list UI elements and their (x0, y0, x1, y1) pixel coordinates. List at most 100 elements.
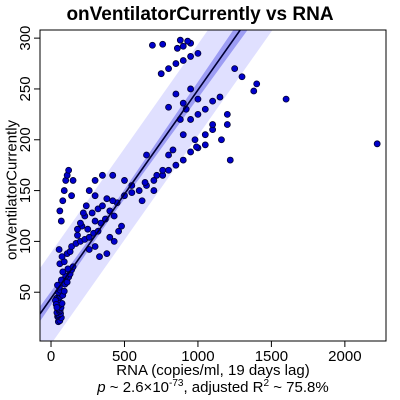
data-point (194, 95, 202, 103)
data-point (82, 202, 90, 210)
data-point (99, 171, 106, 179)
data-point (201, 131, 209, 139)
data-point (172, 90, 180, 98)
data-point (187, 53, 194, 60)
data-point (165, 103, 172, 111)
data-point (223, 110, 231, 118)
y-tick-label: 50 (17, 284, 34, 301)
data-point (193, 143, 200, 151)
data-point (238, 73, 246, 81)
y-tick-label: 150 (17, 178, 34, 203)
data-point (187, 85, 194, 93)
data-point (88, 209, 96, 217)
data-point (216, 93, 224, 101)
data-point (121, 177, 128, 184)
data-point (194, 49, 202, 57)
data-point (150, 187, 158, 194)
p-exponent: -73 (169, 378, 184, 389)
data-point (53, 304, 61, 311)
data-point (172, 60, 180, 67)
data-point (59, 197, 67, 205)
data-point (179, 156, 187, 164)
r2-value: ~ 75.8% (269, 379, 329, 396)
data-point (60, 187, 68, 194)
data-point (109, 197, 117, 205)
data-point (201, 141, 209, 149)
data-point (179, 42, 187, 50)
data-point (165, 166, 172, 174)
data-point (79, 209, 87, 217)
data-point (60, 287, 68, 295)
data-point (68, 192, 75, 200)
data-point (65, 166, 73, 174)
r2-power: 2 (263, 378, 270, 389)
y-axis: 50 100 150 200 250 300 (17, 26, 40, 301)
data-point (84, 225, 92, 233)
regression-line (40, 30, 242, 315)
data-point (103, 195, 111, 203)
data-point (194, 110, 202, 118)
prediction-band (40, 30, 273, 341)
data-point (187, 148, 194, 156)
data-point (91, 243, 99, 250)
data-point (91, 217, 99, 225)
y-tick-label: 200 (17, 127, 34, 152)
data-point (209, 97, 217, 105)
data-point (138, 197, 146, 205)
x-tick-label: 2000 (328, 348, 361, 365)
chart-subtitle: p ~ 2.6×10-73, adjusted R2 ~ 75.8% (40, 378, 386, 397)
data-point (226, 156, 234, 164)
data-points (52, 36, 381, 326)
data-point (85, 233, 93, 241)
y-tick-label: 100 (17, 229, 34, 254)
data-point (96, 253, 103, 261)
y-axis-label: onVentilatorCurrently (3, 119, 21, 261)
data-point (201, 105, 209, 113)
x-tick-label: 1000 (181, 348, 214, 365)
data-point (218, 136, 225, 144)
data-point (115, 227, 123, 235)
data-point (165, 65, 172, 73)
y-tick-label: 250 (17, 76, 34, 101)
data-point (91, 192, 99, 200)
data-point (253, 80, 261, 88)
data-point (110, 212, 118, 220)
x-tick-label: 500 (112, 348, 137, 365)
data-point (169, 146, 177, 154)
data-point (187, 116, 194, 123)
x-axis-label: RNA (copies/ml, 19 days lag) (116, 362, 310, 379)
data-point (110, 237, 118, 245)
data-point (223, 121, 231, 128)
r2-prefix: , adjusted R (183, 379, 264, 396)
data-point (91, 177, 99, 184)
data-point (143, 151, 150, 159)
data-point (59, 268, 67, 276)
data-point (282, 95, 290, 103)
data-point (173, 44, 181, 52)
data-point (179, 99, 187, 107)
data-point (74, 231, 81, 239)
data-point (118, 222, 125, 230)
y-tick-label: 300 (17, 26, 34, 51)
data-point (159, 166, 167, 174)
data-point (250, 87, 258, 95)
data-point (231, 65, 239, 73)
x-tick-label: 0 (47, 348, 55, 365)
data-point (153, 171, 161, 179)
data-point (165, 151, 172, 159)
data-point (141, 179, 149, 186)
data-point (159, 40, 167, 48)
x-tick-label: 1500 (255, 348, 288, 365)
data-point (58, 253, 66, 261)
data-point (157, 70, 165, 78)
data-point (179, 57, 187, 64)
data-point (179, 131, 187, 139)
data-point (56, 207, 64, 215)
p-value: ~ 2.6×10 (105, 379, 170, 396)
data-point (99, 202, 106, 210)
data-point (184, 37, 192, 45)
data-point (77, 219, 84, 227)
plot-frame (39, 29, 387, 342)
data-point (106, 233, 114, 241)
data-point (85, 187, 93, 194)
